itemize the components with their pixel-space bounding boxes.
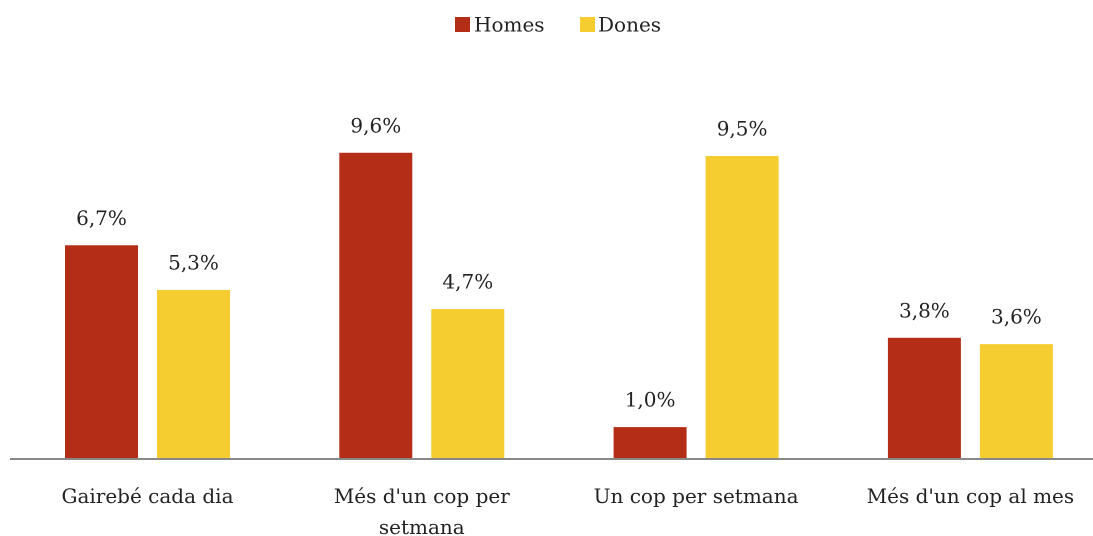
bar <box>613 427 687 459</box>
data-label: 3,8% <box>899 298 950 322</box>
data-label: 6,7% <box>76 206 127 230</box>
legend-label: Dones <box>598 13 661 37</box>
legend-label: Homes <box>474 13 545 37</box>
bar <box>979 344 1053 459</box>
data-label: 5,3% <box>168 250 219 274</box>
bar <box>887 337 961 459</box>
bar <box>157 289 230 459</box>
data-label: 9,5% <box>717 116 768 140</box>
data-label: 1,0% <box>625 388 676 412</box>
bar <box>339 152 413 459</box>
bar <box>431 309 505 459</box>
x-tick-label: Més d'un cop al mes <box>866 484 1075 508</box>
data-label: 9,6% <box>350 113 401 137</box>
data-label: 3,6% <box>991 305 1042 329</box>
x-tick-label: Gairebé cada dia <box>61 484 234 508</box>
x-tick-label: Més d'un cop per setmana <box>333 484 510 536</box>
legend-swatch <box>580 17 595 32</box>
bar <box>705 155 779 459</box>
data-label: 4,7% <box>442 270 493 294</box>
x-tick-label: Un cop per setmana <box>593 484 799 508</box>
bar <box>65 245 138 459</box>
legend-swatch <box>455 17 470 32</box>
